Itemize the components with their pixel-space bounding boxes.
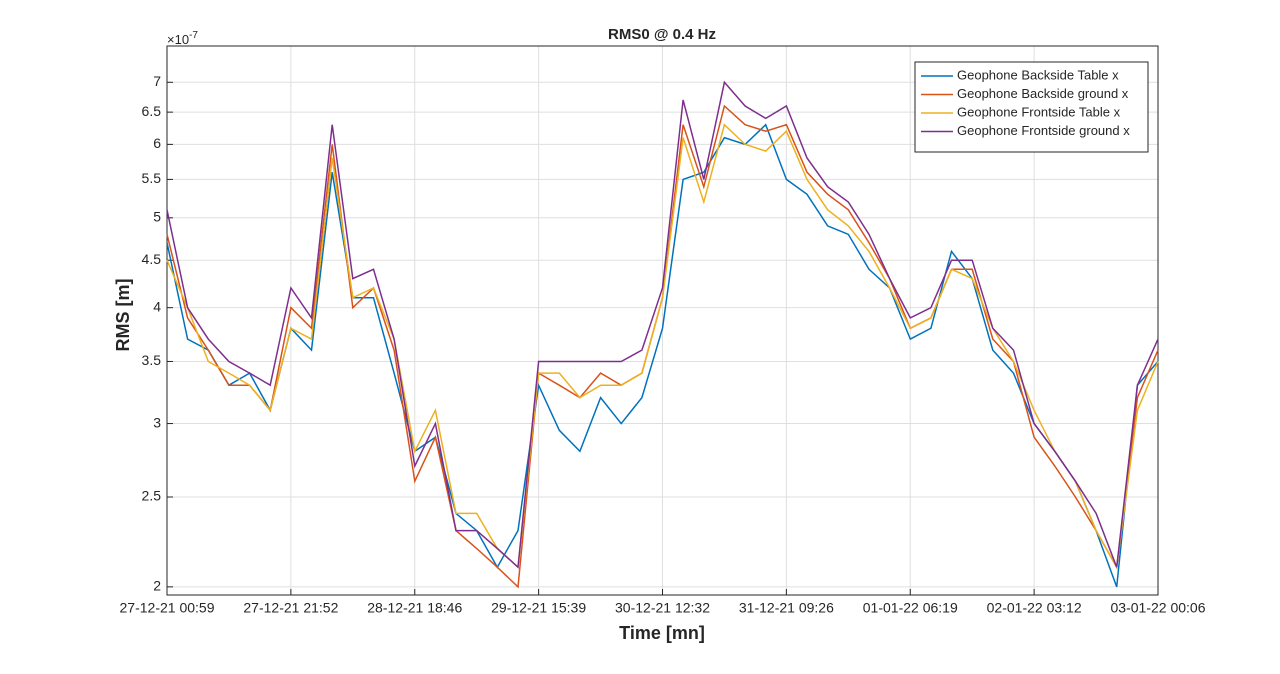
legend-label: Geophone Frontside ground x (957, 123, 1130, 138)
x-tick-label: 02-01-22 03:12 (987, 600, 1082, 616)
legend-box (914, 61, 1149, 153)
y-tick-label: 5.5 (142, 170, 162, 186)
legend-label: Geophone Backside ground x (957, 86, 1129, 101)
series-line (166, 80, 1159, 569)
y-tick-label: 5 (153, 209, 161, 225)
x-axis-label: Time [mn] (619, 623, 705, 643)
y-tick-label: 2.5 (142, 488, 162, 504)
x-tick-label: 30-12-21 12:32 (615, 600, 710, 616)
y-tick-label: 3.5 (142, 352, 162, 368)
legend-label: Geophone Backside Table x (957, 67, 1119, 82)
plot-frame (166, 45, 1159, 596)
x-tick-label: 29-12-21 15:39 (491, 600, 586, 616)
legend-label: Geophone Frontside Table x (957, 104, 1121, 119)
y-tick-label: 4.5 (142, 251, 162, 267)
series-line (166, 123, 1159, 588)
x-tick-label: 27-12-21 21:52 (243, 600, 338, 616)
y-multiplier: ×10-7 (167, 30, 198, 48)
chart-title: RMS0 @ 0.4 Hz (608, 26, 716, 43)
y-tick-label: 7 (153, 73, 161, 89)
multiplier-exponent: -7 (189, 30, 198, 41)
x-tick-label: 01-01-22 06:19 (863, 600, 958, 616)
y-tick-label: 6 (153, 135, 161, 151)
y-tick-label: 6.5 (142, 103, 162, 119)
x-tick-label: 27-12-21 00:59 (120, 600, 215, 616)
x-tick-label: 28-12-21 18:46 (367, 600, 462, 616)
y-tick-label: 2 (153, 578, 161, 594)
multiplier-base: ×10 (167, 32, 189, 47)
x-tick-label: 03-01-22 00:06 (1111, 600, 1206, 616)
y-tick-label: 3 (153, 414, 161, 430)
y-axis-label: RMS [m] (113, 279, 133, 352)
x-tick-label: 31-12-21 09:26 (739, 600, 834, 616)
y-tick-label: 4 (153, 298, 161, 314)
